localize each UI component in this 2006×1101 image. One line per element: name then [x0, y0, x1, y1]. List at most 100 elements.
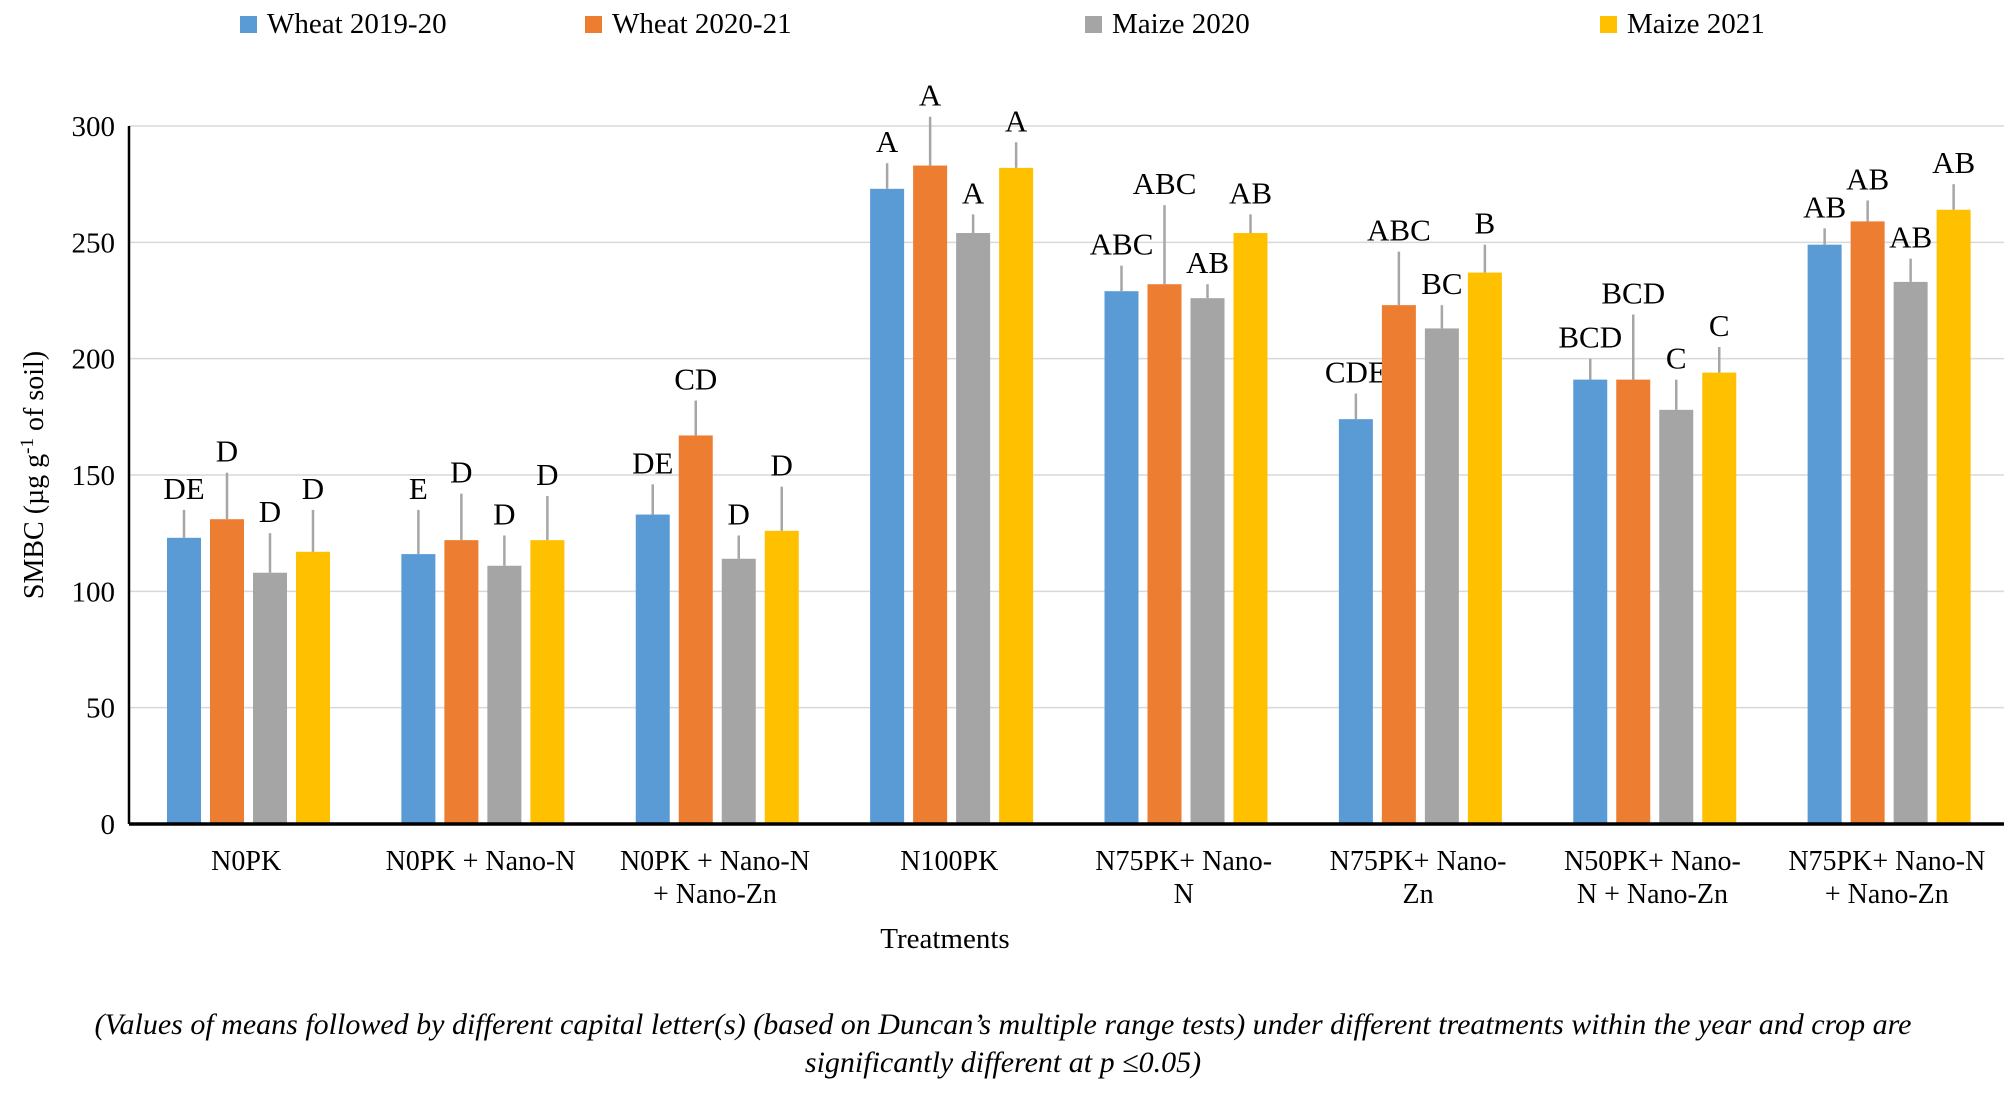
legend-item-label: Maize 2021 [1627, 7, 1765, 40]
bar [210, 519, 244, 824]
sig-letter-label: A [876, 124, 899, 159]
x-category-label: N75PK+ Nano- [1330, 846, 1507, 877]
x-category-label: Zn [1403, 879, 1434, 910]
legend-swatch-icon [1600, 15, 1617, 33]
sig-letter-label: E [409, 471, 428, 506]
sig-letter-label: AB [1889, 220, 1932, 255]
bar [1147, 284, 1182, 824]
bar [1807, 244, 1842, 824]
bar [487, 565, 522, 824]
legend-item-3: Maize 2020 [1085, 4, 1250, 44]
bar [1381, 305, 1416, 824]
y-axis-title-sup: -1 [16, 438, 38, 454]
bar [444, 540, 479, 824]
legend-item-2: Wheat 2020-21 [585, 4, 792, 44]
sig-letter-label: BCD [1601, 275, 1665, 310]
x-category-label: + Nano-Zn [653, 879, 777, 910]
bar [870, 188, 905, 824]
y-axis-title-post: of soil) [19, 350, 51, 438]
bar [1850, 221, 1885, 825]
sig-letter-label: D [450, 455, 472, 490]
legend-swatch-icon [240, 15, 257, 33]
sig-letter-label: BCD [1558, 320, 1622, 355]
legend-swatch-icon [1085, 15, 1102, 33]
caption-line-1: (Values of means followed by different c… [94, 1008, 1912, 1041]
sig-letter-label: D [216, 434, 238, 469]
bar [956, 233, 991, 824]
x-category-label: N0PK + Nano-N [386, 846, 576, 877]
bar [1893, 281, 1928, 824]
legend-item-label: Wheat 2020-21 [612, 7, 792, 40]
sig-letter-label: AB [1229, 175, 1272, 210]
sig-letter-label: AB [1932, 145, 1975, 180]
sig-letter-label: A [962, 175, 985, 210]
bar [167, 537, 201, 824]
bar [999, 167, 1034, 824]
bar [530, 540, 565, 824]
sig-letter-label: C [1709, 308, 1730, 343]
legend-swatch-icon [585, 15, 602, 33]
sig-letter-label: BC [1421, 266, 1462, 301]
legend-item-1: Wheat 2019-20 [240, 4, 447, 44]
chart-legend: Wheat 2019-20 Wheat 2020-21 Maize 2020 Maiz… [0, 4, 2006, 48]
legend-item-label: Wheat 2019-20 [267, 7, 447, 40]
x-category-label: + Nano-Zn [1825, 879, 1949, 910]
y-tick-label: 150 [72, 460, 116, 492]
sig-letter-label: D [493, 496, 515, 531]
bar [253, 572, 287, 824]
bar [913, 165, 948, 824]
bar [1659, 409, 1694, 824]
x-category-label: N0PK [211, 846, 281, 877]
bar [1424, 328, 1459, 824]
bar [764, 530, 799, 824]
sig-letter-label: AB [1846, 161, 1889, 196]
y-tick-label: 200 [72, 344, 116, 376]
bar [1702, 372, 1737, 824]
bar [721, 558, 756, 824]
y-tick-label: 100 [72, 576, 116, 608]
bar [401, 554, 436, 824]
x-category-label: N75PK+ Nano-N [1788, 846, 1985, 877]
sig-letter-label: CDE [1325, 355, 1387, 390]
bar [678, 435, 713, 824]
y-tick-label: 300 [72, 111, 116, 143]
bar [1573, 379, 1608, 824]
x-axis-title: Treatments [880, 923, 1009, 955]
sig-letter-label: C [1666, 341, 1687, 376]
y-tick-label: 0 [101, 809, 116, 841]
y-tick-label: 250 [72, 227, 116, 259]
bar [1190, 298, 1225, 824]
sig-letter-label: A [1005, 103, 1028, 138]
bar [1104, 291, 1139, 824]
sig-letter-label: AB [1186, 245, 1229, 280]
sig-letter-label: DE [632, 445, 673, 480]
caption-line-2: significantly different at p ≤0.05) [804, 1046, 1202, 1079]
sig-letter-label: AB [1803, 189, 1846, 224]
y-tick-label: 50 [86, 693, 115, 725]
x-category-label: N + Nano-Zn [1577, 879, 1728, 910]
x-category-label: N [1174, 879, 1194, 910]
sig-letter-label: CD [674, 362, 717, 397]
bar [1936, 209, 1971, 824]
bar [1616, 379, 1651, 824]
sig-letter-label: D [771, 448, 793, 483]
sig-letter-label: B [1475, 206, 1496, 241]
legend-item-label: Maize 2020 [1112, 7, 1250, 40]
bar [1233, 233, 1268, 824]
bar [296, 551, 330, 824]
sig-letter-label: ABC [1133, 166, 1197, 201]
sig-letter-label: D [728, 496, 750, 531]
sig-letter-label: ABC [1090, 227, 1154, 262]
bar [1467, 272, 1502, 825]
y-axis-title-pre: SMBC (µg g [19, 453, 51, 600]
y-axis-title: SMBC (µg g-1 of soil) [17, 351, 51, 599]
legend-item-4: Maize 2021 [1600, 4, 1765, 44]
x-category-label: N0PK + Nano-N [620, 846, 810, 877]
sig-letter-label: D [259, 494, 281, 529]
figure-caption: (Values of means followed by different c… [0, 1006, 2006, 1082]
x-category-label: N75PK+ Nano- [1095, 846, 1272, 877]
bar [635, 514, 670, 824]
sig-letter-label: D [536, 457, 558, 492]
